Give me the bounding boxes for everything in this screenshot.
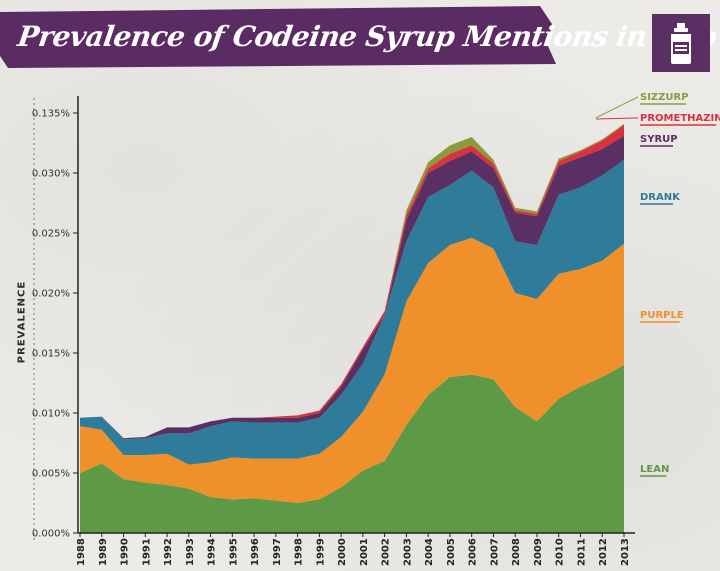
stacked-areas — [80, 123, 624, 533]
series-label-promethazine: PROMETHAZINE — [640, 113, 720, 124]
series-label-sizzurp: SIZZURP — [640, 92, 689, 103]
x-tick-label: 1988 — [76, 538, 87, 566]
y-tick-label: 0.030% — [32, 169, 70, 180]
series-leader-line — [595, 117, 639, 120]
x-tick-label: 1997 — [272, 538, 283, 566]
series-label-syrup: SYRUP — [640, 134, 678, 145]
x-tick-label: 1990 — [120, 538, 131, 566]
y-tick-label: 0.015% — [32, 349, 70, 360]
x-tick-label: 2007 — [489, 538, 500, 566]
area-lean — [80, 365, 624, 533]
series-label-drank: DRANK — [640, 192, 681, 203]
x-tick-label: 1994 — [207, 538, 218, 566]
y-tick-labels: 0.000% 0.005% 0.010% 0.015% 0.020% 0.025% 0.03… — [32, 109, 78, 540]
x-tick-label: 2001 — [359, 538, 370, 566]
area-syrup — [80, 135, 624, 440]
area-purple — [80, 237, 624, 504]
x-tick-labels: 1988 1989 1990 1991 1992 1993 1994 1995 1996 1997… — [76, 533, 631, 566]
x-tick-label: 1998 — [294, 538, 305, 566]
x-tick-label: 1996 — [250, 538, 261, 566]
y-tick-label: 0.025% — [32, 229, 70, 240]
x-tick-label: 2011 — [576, 538, 587, 566]
x-tick-label: 2004 — [424, 538, 435, 566]
x-tick-label: 1992 — [163, 538, 174, 566]
x-tick-label: 1991 — [141, 538, 152, 566]
series-labels: LEAN PURPLE DRANK SYRUP PROMETHAZINE SIZZURP — [595, 92, 720, 477]
series-label-lean: LEAN — [640, 464, 669, 475]
x-tick-label: 1999 — [315, 538, 326, 566]
x-tick-label: 1995 — [228, 538, 239, 566]
x-tick-label: 1989 — [98, 538, 109, 566]
y-tick-label: 0.020% — [32, 289, 70, 300]
x-tick-label: 2012 — [598, 538, 609, 566]
x-tick-label: 2005 — [446, 538, 457, 566]
x-tick-label: 2003 — [402, 538, 413, 566]
x-tick-label: 2009 — [533, 538, 544, 566]
title-banner — [0, 6, 556, 68]
x-tick-label: 2010 — [555, 538, 566, 566]
x-tick-label: 2000 — [337, 538, 348, 566]
area-promethazine — [80, 125, 624, 439]
x-tick-label: 1993 — [185, 538, 196, 566]
area-sizzurp — [80, 123, 624, 439]
x-tick-label: 2002 — [381, 538, 392, 566]
y-tick-label: 0.010% — [32, 409, 70, 420]
y-tick-label: 0.000% — [32, 529, 70, 540]
series-leader-line — [595, 96, 639, 119]
x-tick-label: 2013 — [620, 538, 631, 566]
area-drank — [80, 159, 624, 465]
x-tick-label: 2006 — [468, 538, 479, 566]
series-label-purple: PURPLE — [640, 310, 684, 321]
x-tick-label: 2008 — [511, 538, 522, 566]
y-tick-label: 0.005% — [32, 469, 70, 480]
y-tick-label: 0.135% — [32, 109, 70, 120]
bottle-icon — [652, 14, 710, 72]
